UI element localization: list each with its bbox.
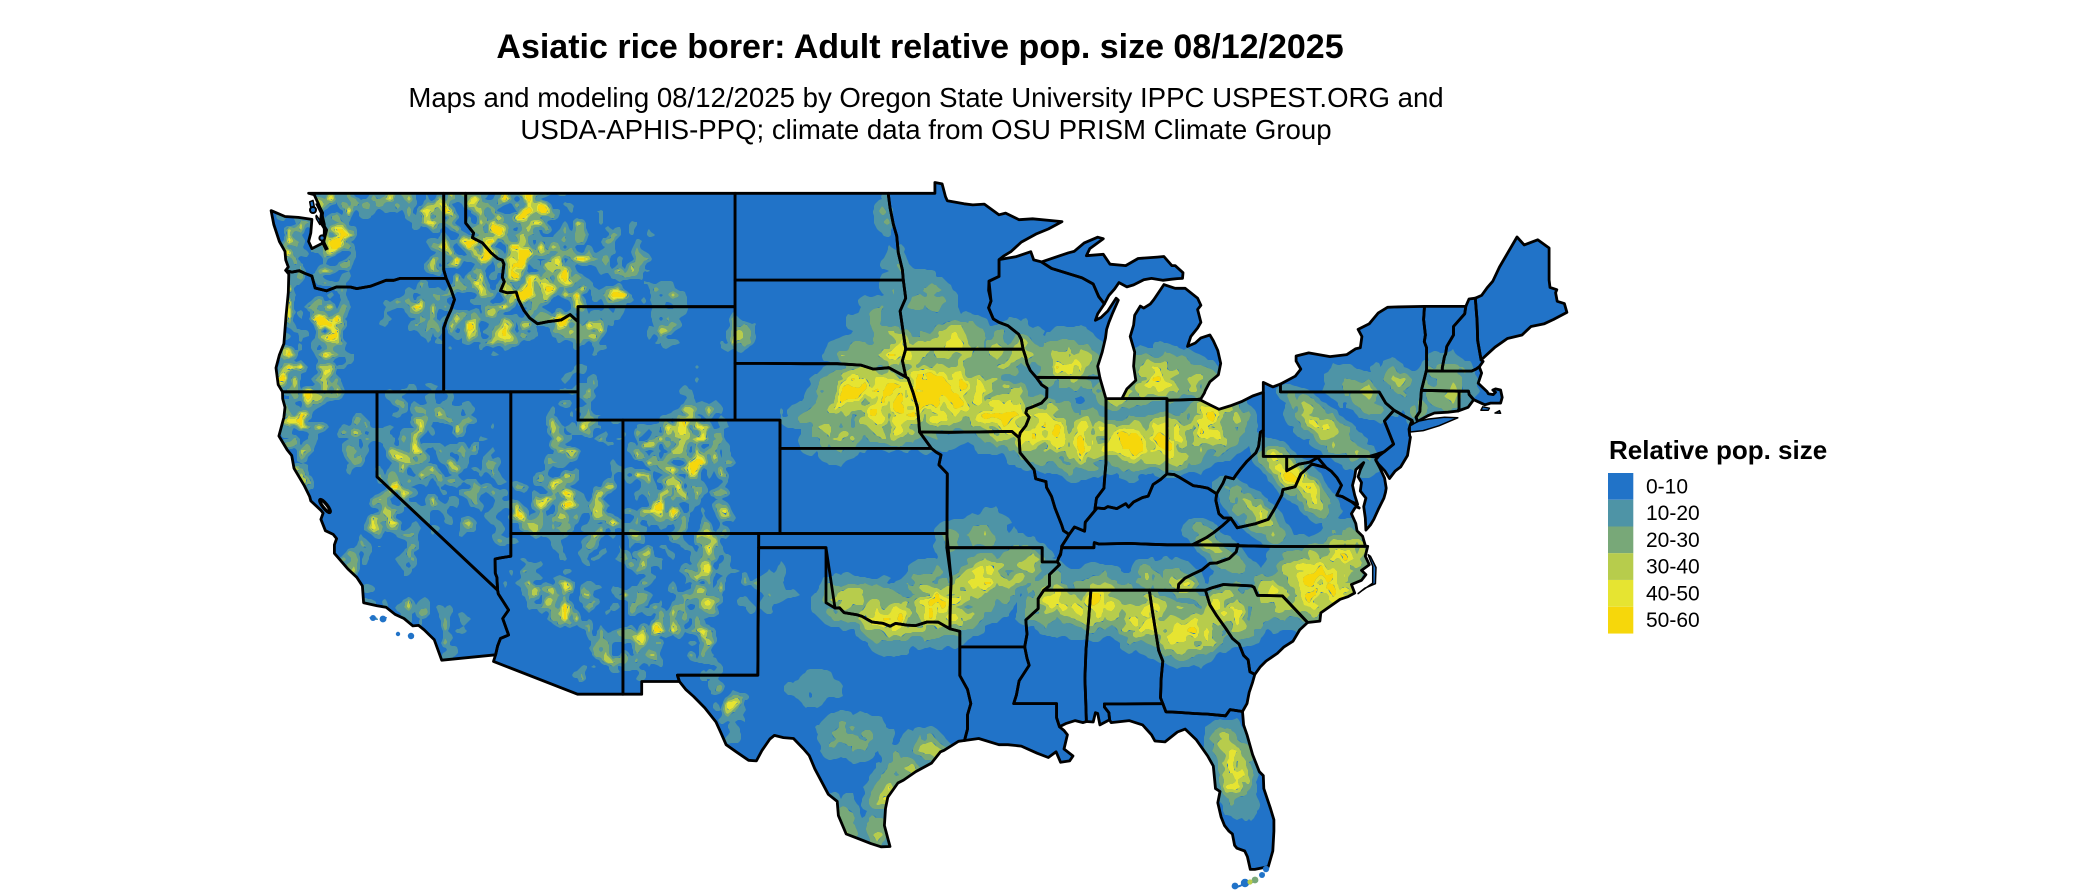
svg-text:50-60: 50-60 — [1646, 609, 1700, 632]
svg-text:30-40: 30-40 — [1646, 556, 1700, 579]
svg-text:40-50: 40-50 — [1646, 582, 1700, 605]
svg-text:20-30: 20-30 — [1646, 529, 1700, 552]
svg-text:Relative pop. size: Relative pop. size — [1609, 435, 1827, 465]
svg-text:0-10: 0-10 — [1646, 475, 1688, 498]
svg-text:10-20: 10-20 — [1646, 502, 1700, 525]
